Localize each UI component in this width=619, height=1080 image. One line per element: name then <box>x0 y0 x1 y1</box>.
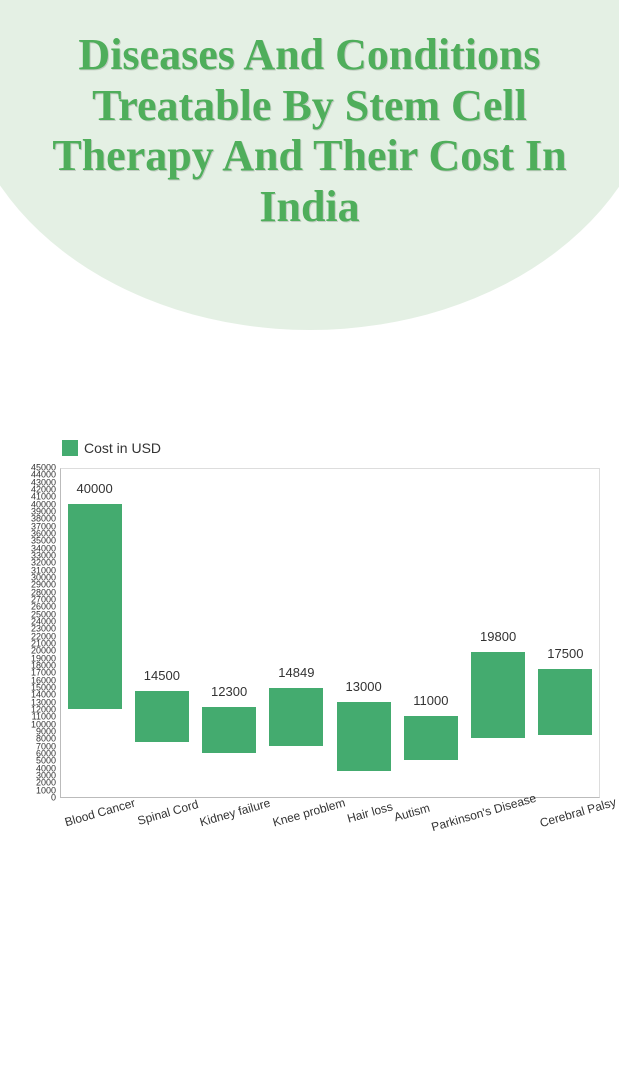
page-title: Diseases And Conditions Treatable By Ste… <box>0 0 619 232</box>
bar-rect <box>68 504 122 709</box>
bar-rect <box>135 691 189 742</box>
bar-rect <box>538 669 592 735</box>
bar-slot: 14500 <box>128 469 195 797</box>
x-axis-labels: Blood CancerSpinal CordKidney failureKne… <box>60 800 600 860</box>
bar-value-label: 40000 <box>77 481 113 496</box>
bar-value-label: 19800 <box>480 629 516 644</box>
chart-legend: Cost in USD <box>62 440 161 456</box>
legend-label: Cost in USD <box>84 440 161 456</box>
bar-rect <box>471 652 525 739</box>
bar-value-label: 17500 <box>547 646 583 661</box>
bar-rect <box>337 702 391 772</box>
bar-value-label: 13000 <box>346 679 382 694</box>
bar-rect <box>404 716 458 760</box>
bar-value-label: 14500 <box>144 668 180 683</box>
legend-swatch <box>62 440 78 456</box>
cost-chart: Cost in USD 0100020003000400050006000700… <box>12 440 607 860</box>
x-axis-label: Cerebral Palsy <box>536 789 619 868</box>
bar-rect <box>269 688 323 746</box>
bar-slot: 19800 <box>465 469 532 797</box>
bar-value-label: 14849 <box>278 665 314 680</box>
x-axis-label: Knee problem <box>270 790 358 868</box>
bar-rect <box>202 707 256 753</box>
bar-slot: 12300 <box>196 469 263 797</box>
bar-value-label: 11000 <box>413 693 448 708</box>
chart-plot-area: 40000 14500 12300 14849 13000 11000 19800 17500 <box>60 468 600 798</box>
x-axis-label: Spinal Cord <box>134 791 211 866</box>
x-axis-label: Kidney failure <box>197 790 283 868</box>
bar-value-label: 12300 <box>211 684 247 699</box>
x-axis-label: Parkinson's Disease <box>428 785 549 873</box>
x-axis-label: Blood Cancer <box>61 790 147 868</box>
bar-slot: 40000 <box>61 469 128 797</box>
bar-slot: 17500 <box>532 469 599 797</box>
bar-slot: 14849 <box>263 469 330 797</box>
y-axis-ticks: 0100020003000400050006000700080009000100… <box>12 468 58 798</box>
y-tick-label: 45000 <box>31 464 56 473</box>
bar-slot: 11000 <box>397 469 464 797</box>
bar-slot: 13000 <box>330 469 397 797</box>
chart-bars: 40000 14500 12300 14849 13000 11000 19800 17500 <box>61 469 599 797</box>
